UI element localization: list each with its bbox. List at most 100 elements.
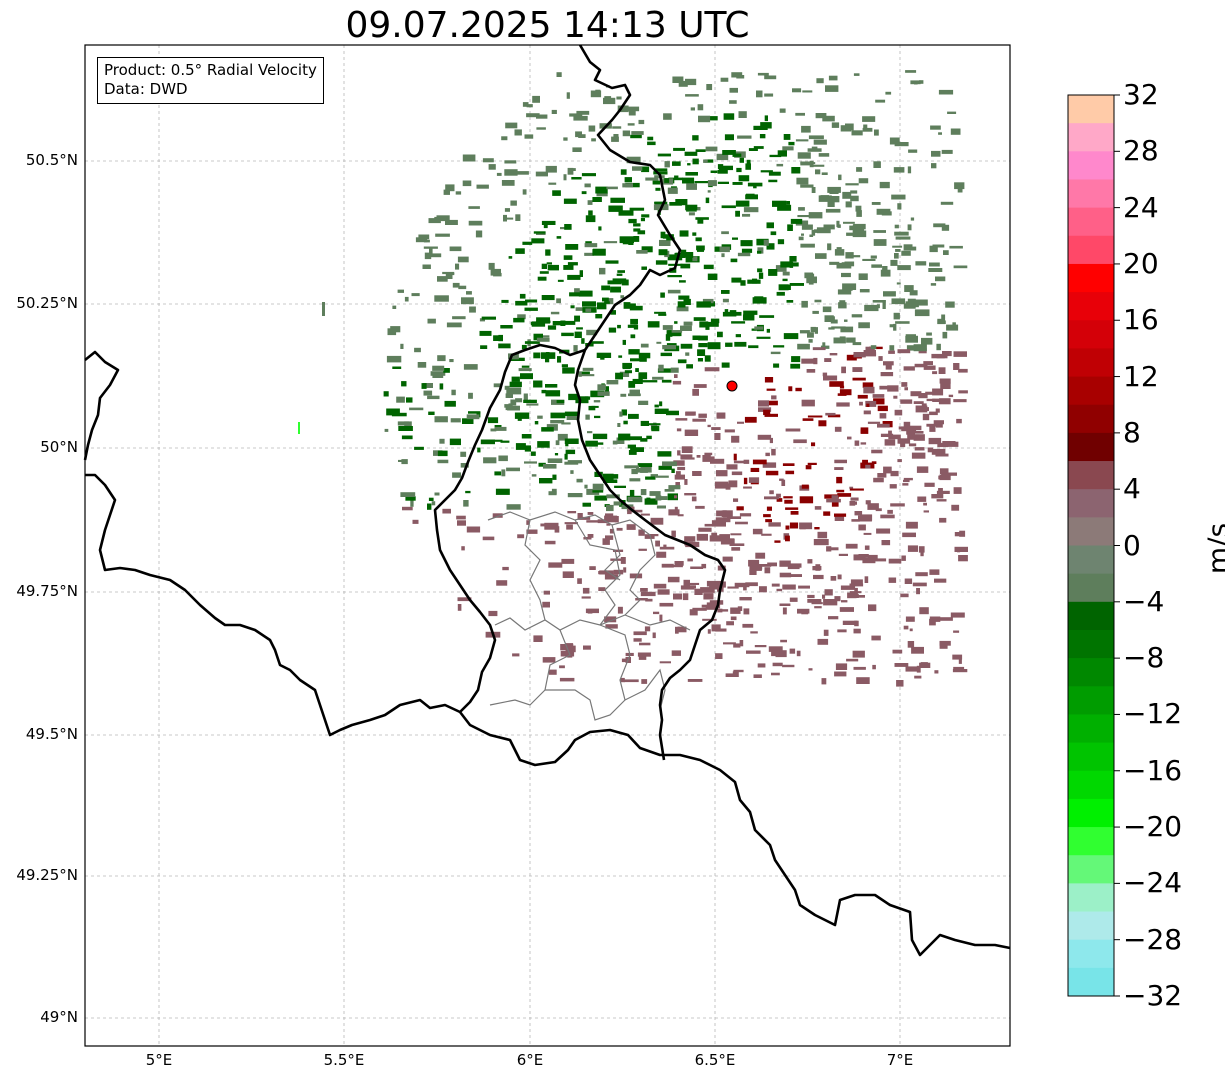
echo-pixel <box>856 677 870 684</box>
echo-pixel <box>835 663 848 670</box>
echo-pixel <box>815 169 821 175</box>
echo-pixel <box>572 147 582 152</box>
colorbar-tick-label: −24 <box>1123 866 1183 900</box>
echo-pixel <box>851 314 863 318</box>
echo-pixel <box>624 370 632 374</box>
echo-pixel <box>579 371 590 376</box>
echo-pixel <box>589 566 596 570</box>
echo-pixel <box>907 224 912 231</box>
echo-pixel <box>737 135 752 139</box>
echo-pixel <box>548 182 557 185</box>
echo-pixel <box>748 559 760 567</box>
echo-pixel <box>477 447 481 453</box>
echo-pixel <box>569 113 583 117</box>
echo-pixel <box>926 398 936 402</box>
colorbar-segment <box>1068 967 1114 997</box>
echo-pixel <box>862 127 873 132</box>
echo-pixel <box>913 344 927 352</box>
echo-pixel <box>533 333 543 341</box>
echo-pixel <box>825 412 836 416</box>
echo-pixel <box>731 471 743 476</box>
echo-pixel <box>659 614 663 622</box>
echo-pixel <box>685 204 698 211</box>
echo-pixel <box>468 206 480 209</box>
echo-pixel <box>611 136 619 142</box>
echo-pixel <box>519 293 526 299</box>
echo-pixel <box>482 158 494 163</box>
echo-pixel <box>723 642 736 645</box>
echo-pixel <box>557 279 564 282</box>
echo-pixel <box>581 191 587 195</box>
echo-pixel <box>587 534 594 538</box>
echo-pixel <box>627 123 635 126</box>
echo-pixel <box>711 427 721 430</box>
echo-pixel <box>606 380 619 385</box>
echo-pixel <box>598 571 607 575</box>
echo-pixel <box>630 334 636 339</box>
echo-pixel <box>769 437 773 444</box>
echo-pixel <box>769 154 782 158</box>
colorbar-segment <box>1068 489 1114 518</box>
echo-pixel <box>852 230 867 238</box>
echo-pixel <box>684 582 700 585</box>
echo-pixel <box>657 589 670 595</box>
echo-pixel <box>702 455 711 462</box>
echo-pixel <box>689 609 698 616</box>
echo-pixel <box>619 371 630 377</box>
echo-pixel <box>852 367 863 372</box>
echo-pixel <box>789 283 804 286</box>
echo-pixel <box>738 175 750 182</box>
echo-pixel <box>406 397 413 403</box>
echo-pixel <box>743 459 750 464</box>
echo-pixel <box>698 335 708 341</box>
echo-pixel <box>654 404 659 408</box>
echo-pixel <box>757 72 769 76</box>
echo-pixel <box>765 519 772 523</box>
echo-pixel <box>703 159 708 163</box>
echo-pixel <box>827 200 835 207</box>
echo-pixel <box>610 286 621 293</box>
echo-pixel <box>921 337 933 345</box>
echo-pixel <box>631 469 638 475</box>
echo-pixel <box>524 307 538 311</box>
echo-pixel <box>698 413 707 418</box>
echo-pixel <box>795 112 805 116</box>
echo-pixel <box>604 386 609 394</box>
echo-pixel <box>743 585 747 591</box>
echo-pixel <box>450 418 461 423</box>
echo-pixel <box>644 498 658 505</box>
echo-pixel <box>727 586 739 589</box>
echo-pixel <box>500 325 513 329</box>
echo-pixel <box>632 166 643 171</box>
echo-pixel <box>567 262 578 266</box>
echo-pixel <box>442 271 455 275</box>
echo-pixel <box>552 474 557 480</box>
echo-pixel <box>493 272 502 277</box>
echo-pixel <box>428 411 435 415</box>
radar-site-marker[interactable] <box>726 380 738 392</box>
echo-pixel <box>818 195 832 202</box>
echo-pixel <box>833 337 846 344</box>
echo-pixel <box>776 498 783 502</box>
echo-pixel <box>582 587 590 594</box>
echo-pixel <box>659 401 663 407</box>
echo-pixel <box>564 411 580 416</box>
echo-pixel <box>881 211 892 216</box>
echo-pixel <box>715 653 723 659</box>
echo-pixel <box>505 393 513 398</box>
echo-pixel <box>774 540 781 543</box>
echo-pixel <box>523 399 537 403</box>
colorbar-segment <box>1068 292 1114 321</box>
colorbar-unit-label: m/s <box>1201 522 1225 575</box>
echo-pixel <box>545 165 557 173</box>
echo-pixel <box>543 223 548 229</box>
echo-pixel <box>698 343 708 348</box>
echo-pixel <box>731 72 743 78</box>
echo-pixel <box>588 210 593 216</box>
echo-pixel <box>480 345 488 349</box>
echo-pixel <box>504 208 510 212</box>
echo-pixel <box>830 196 840 203</box>
echo-pixel <box>697 358 703 362</box>
echo-pixel <box>902 532 916 538</box>
